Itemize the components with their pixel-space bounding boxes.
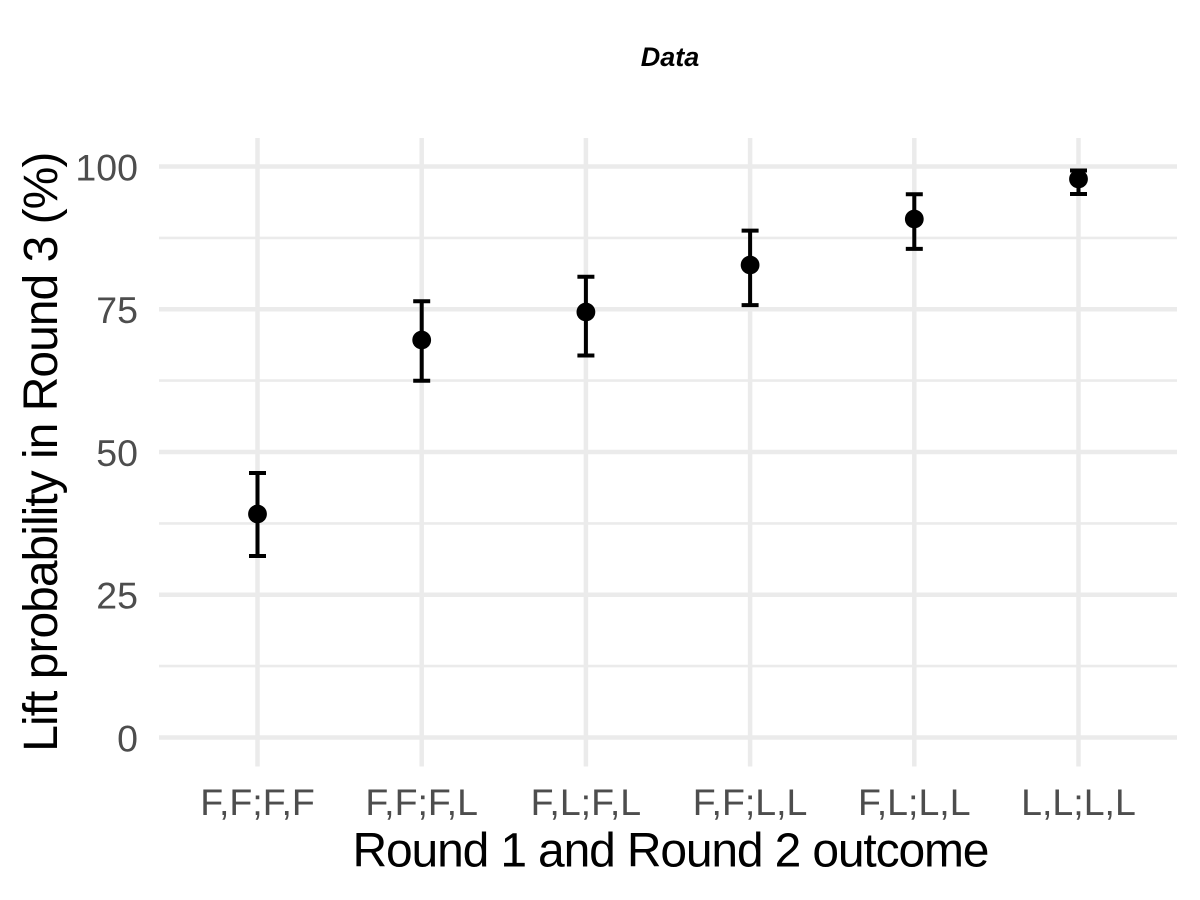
svg-text:Data: Data: [641, 42, 700, 72]
svg-text:F,L;L,L: F,L;L,L: [858, 781, 971, 823]
svg-text:F,L;F,L: F,L;F,L: [531, 781, 641, 823]
svg-text:75: 75: [96, 289, 138, 331]
svg-text:F,F;F,L: F,F;F,L: [365, 781, 478, 823]
svg-text:Round 1 and Round 2 outcome: Round 1 and Round 2 outcome: [353, 825, 990, 878]
svg-text:F,F;F,F: F,F;F,F: [200, 781, 315, 823]
svg-text:L,L;L,L: L,L;L,L: [1021, 781, 1136, 823]
svg-text:25: 25: [96, 575, 138, 617]
svg-text:F,F;L,L: F,F;L,L: [693, 781, 808, 823]
svg-text:0: 0: [117, 718, 138, 760]
svg-text:Lift probability in Round 3 (%: Lift probability in Round 3 (%): [15, 152, 68, 752]
svg-text:50: 50: [96, 432, 138, 474]
svg-text:100: 100: [75, 147, 138, 189]
